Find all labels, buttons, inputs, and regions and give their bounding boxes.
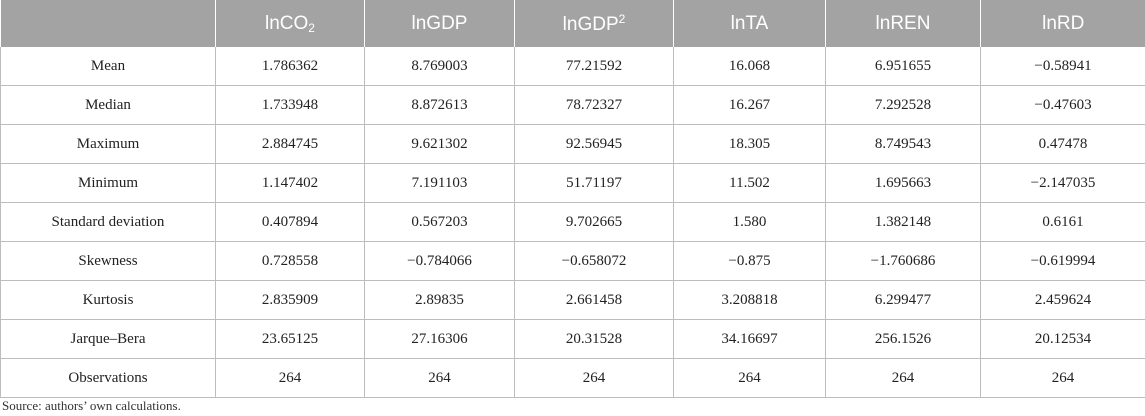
- row-label-cell: Skewness: [0, 241, 216, 281]
- value-cell: 0.6161: [980, 202, 1145, 242]
- value-cell: 6.951655: [825, 47, 981, 86]
- value-cell: −0.875: [673, 241, 826, 281]
- value-cell: 264: [980, 358, 1145, 398]
- value-cell: −1.760686: [825, 241, 981, 281]
- value-cell: 51.71197: [514, 163, 674, 203]
- value-cell: 0.728558: [215, 241, 365, 281]
- value-cell: 2.835909: [215, 280, 365, 320]
- descriptive-statistics-table: lnCO2 lnGDP lnGDP2 lnTA lnREN lnRD Mean 1.7863…: [0, 0, 1145, 398]
- value-cell: 34.16697: [673, 319, 826, 359]
- header-row: lnCO2 lnGDP lnGDP2 lnTA lnREN lnRD: [0, 0, 1145, 47]
- value-cell: 1.147402: [215, 163, 365, 203]
- header-label: lnRD: [1042, 12, 1085, 34]
- table-row: Skewness 0.728558 −0.784066 −0.658072 −0.875…: [0, 241, 1145, 281]
- value-cell: 8.749543: [825, 124, 981, 164]
- value-cell: −0.47603: [980, 85, 1145, 125]
- row-label-cell: Mean: [0, 47, 216, 86]
- header-cell-lngdp-squared: lnGDP2: [514, 0, 674, 47]
- value-cell: 3.208818: [673, 280, 826, 320]
- value-cell: 1.580: [673, 202, 826, 242]
- table-row: Maximum 2.884745 9.621302 92.56945 18.305 8.7…: [0, 124, 1145, 164]
- value-cell: 1.786362: [215, 47, 365, 86]
- value-cell: 1.733948: [215, 85, 365, 125]
- value-cell: 264: [215, 358, 365, 398]
- table-body: Mean 1.786362 8.769003 77.21592 16.068 6.9516…: [0, 47, 1145, 398]
- header-label: lnREN: [875, 12, 931, 34]
- value-cell: −0.658072: [514, 241, 674, 281]
- table-header: lnCO2 lnGDP lnGDP2 lnTA lnREN lnRD: [0, 0, 1145, 47]
- header-cell-lnrd: lnRD: [980, 0, 1145, 47]
- row-label-cell: Kurtosis: [0, 280, 216, 320]
- header-label: lnTA: [730, 12, 769, 34]
- value-cell: −0.58941: [980, 47, 1145, 86]
- value-cell: 27.16306: [364, 319, 515, 359]
- value-cell: 9.621302: [364, 124, 515, 164]
- value-cell: 9.702665: [514, 202, 674, 242]
- value-cell: 2.459624: [980, 280, 1145, 320]
- header-superscript: 2: [618, 11, 626, 26]
- value-cell: −0.784066: [364, 241, 515, 281]
- header-cell-stub: [0, 0, 216, 47]
- value-cell: 0.407894: [215, 202, 365, 242]
- value-cell: 16.068: [673, 47, 826, 86]
- value-cell: −2.147035: [980, 163, 1145, 203]
- value-cell: 2.661458: [514, 280, 674, 320]
- table-row: Standard deviation 0.407894 0.567203 9.7026…: [0, 202, 1145, 242]
- value-cell: 264: [825, 358, 981, 398]
- table-row: Minimum 1.147402 7.191103 51.71197 11.502 1.6…: [0, 163, 1145, 203]
- value-cell: 256.1526: [825, 319, 981, 359]
- value-cell: 7.292528: [825, 85, 981, 125]
- header-cell-lnco2: lnCO2: [215, 0, 365, 47]
- header-label: lnGDP: [411, 12, 468, 34]
- header-label: lnCO: [265, 12, 309, 34]
- value-cell: 6.299477: [825, 280, 981, 320]
- table-row: Mean 1.786362 8.769003 77.21592 16.068 6.9516…: [0, 47, 1145, 86]
- table-row: Median 1.733948 8.872613 78.72327 16.267 7.29…: [0, 85, 1145, 125]
- value-cell: 20.12534: [980, 319, 1145, 359]
- row-label-cell: Jarque–Bera: [0, 319, 216, 359]
- value-cell: 1.695663: [825, 163, 981, 203]
- value-cell: −0.619994: [980, 241, 1145, 281]
- value-cell: 20.31528: [514, 319, 674, 359]
- value-cell: 92.56945: [514, 124, 674, 164]
- value-cell: 0.47478: [980, 124, 1145, 164]
- row-label-cell: Maximum: [0, 124, 216, 164]
- source-note: Source: authors’ own calculations.: [2, 398, 181, 413]
- value-cell: 16.267: [673, 85, 826, 125]
- row-label-cell: Minimum: [0, 163, 216, 203]
- value-cell: 2.89835: [364, 280, 515, 320]
- row-label-cell: Standard deviation: [0, 202, 216, 242]
- table-row: Observations 264 264 264 264 264 264: [0, 358, 1145, 398]
- header-cell-lngdp: lnGDP: [364, 0, 515, 47]
- header-label: lnGDP: [562, 13, 619, 35]
- value-cell: 264: [673, 358, 826, 398]
- row-label-cell: Observations: [0, 358, 216, 398]
- header-cell-lnren: lnREN: [825, 0, 981, 47]
- row-label-cell: Median: [0, 85, 216, 125]
- value-cell: 1.382148: [825, 202, 981, 242]
- value-cell: 264: [514, 358, 674, 398]
- header-subscript: 2: [308, 20, 315, 35]
- value-cell: 78.72327: [514, 85, 674, 125]
- value-cell: 23.65125: [215, 319, 365, 359]
- value-cell: 8.769003: [364, 47, 515, 86]
- header-cell-lnta: lnTA: [673, 0, 826, 47]
- value-cell: 264: [364, 358, 515, 398]
- table-row: Kurtosis 2.835909 2.89835 2.661458 3.208818 6…: [0, 280, 1145, 320]
- value-cell: 18.305: [673, 124, 826, 164]
- table-row: Jarque–Bera 23.65125 27.16306 20.31528 34.16…: [0, 319, 1145, 359]
- value-cell: 0.567203: [364, 202, 515, 242]
- value-cell: 11.502: [673, 163, 826, 203]
- value-cell: 2.884745: [215, 124, 365, 164]
- value-cell: 8.872613: [364, 85, 515, 125]
- value-cell: 77.21592: [514, 47, 674, 86]
- value-cell: 7.191103: [364, 163, 515, 203]
